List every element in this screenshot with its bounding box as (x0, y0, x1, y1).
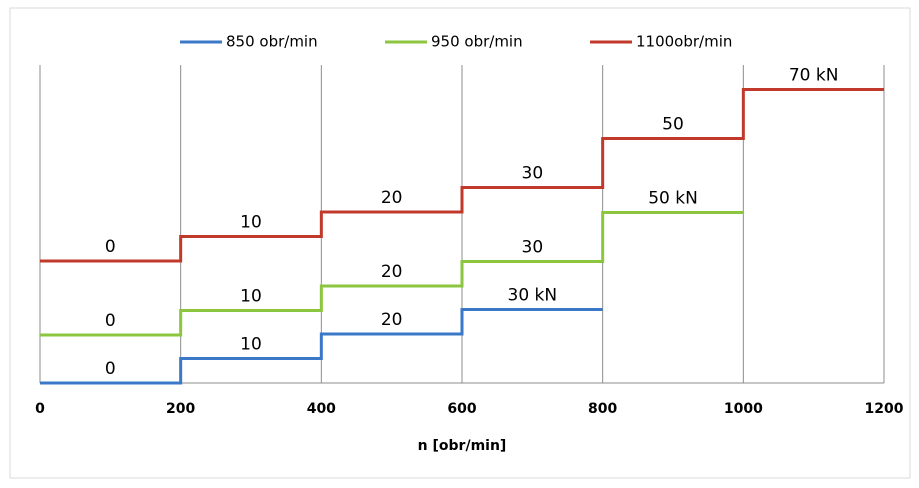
data-label: 50 kN (648, 189, 698, 209)
x-tick-label: 1200 (865, 401, 904, 417)
data-label: 10 (240, 335, 262, 355)
legend-label: 850 obr/min (226, 33, 318, 51)
data-label: 20 (381, 310, 403, 330)
x-tick-label: 400 (307, 401, 336, 417)
x-axis-label: n [obr/min] (418, 438, 507, 454)
data-label: 0 (105, 359, 116, 379)
x-tick-label: 0 (35, 401, 45, 417)
data-label: 50 (662, 115, 684, 135)
legend-label: 1100obr/min (636, 33, 732, 51)
data-label: 10 (240, 213, 262, 233)
data-label: 0 (105, 237, 116, 257)
x-tick-label: 800 (588, 401, 617, 417)
legend-label: 950 obr/min (431, 33, 523, 51)
step-line (40, 211, 744, 337)
data-label: 30 (522, 164, 544, 184)
x-tick-label: 1000 (724, 401, 763, 417)
chart-frame (9, 7, 911, 479)
data-label: 30 kN (508, 286, 558, 306)
x-tick-label: 200 (166, 401, 195, 417)
step-line (40, 88, 884, 263)
data-label: 30 (522, 238, 544, 258)
x-tick-label: 600 (447, 401, 476, 417)
data-label: 0 (105, 311, 116, 331)
data-label: 20 (381, 262, 403, 282)
step-line (40, 308, 603, 385)
data-label: 10 (240, 287, 262, 307)
data-label: 20 (381, 188, 403, 208)
data-label: 70 kN (789, 66, 839, 86)
